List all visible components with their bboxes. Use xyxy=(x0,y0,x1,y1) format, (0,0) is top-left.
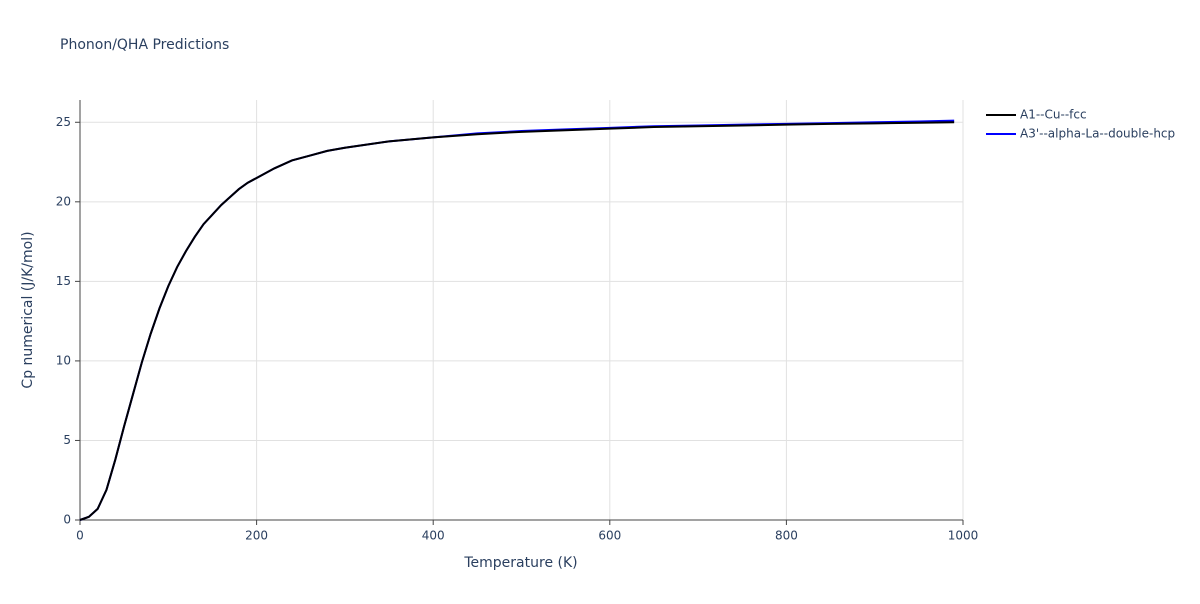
x-tick-label: 0 xyxy=(76,529,84,543)
legend-label: A3'--alpha-La--double-hcp xyxy=(1020,127,1175,141)
x-axis-label: Temperature (K) xyxy=(463,555,577,571)
y-tick-label: 25 xyxy=(56,115,71,129)
legend-label: A1--Cu--fcc xyxy=(1020,108,1087,122)
x-tick-label: 400 xyxy=(422,529,445,543)
y-tick-label: 10 xyxy=(56,353,71,367)
y-tick-label: 15 xyxy=(56,274,71,288)
x-tick-label: 200 xyxy=(245,529,268,543)
y-tick-label: 0 xyxy=(63,513,71,527)
y-tick-label: 20 xyxy=(56,194,71,208)
x-tick-label: 800 xyxy=(775,529,798,543)
chart-title: Phonon/QHA Predictions xyxy=(60,37,229,53)
x-tick-label: 600 xyxy=(598,529,621,543)
y-axis-label: Cp numerical (J/K/mol) xyxy=(20,231,36,388)
y-tick-label: 5 xyxy=(63,433,71,447)
line-series xyxy=(79,119,955,521)
line-series xyxy=(79,121,955,521)
x-tick-label: 1000 xyxy=(948,529,979,543)
